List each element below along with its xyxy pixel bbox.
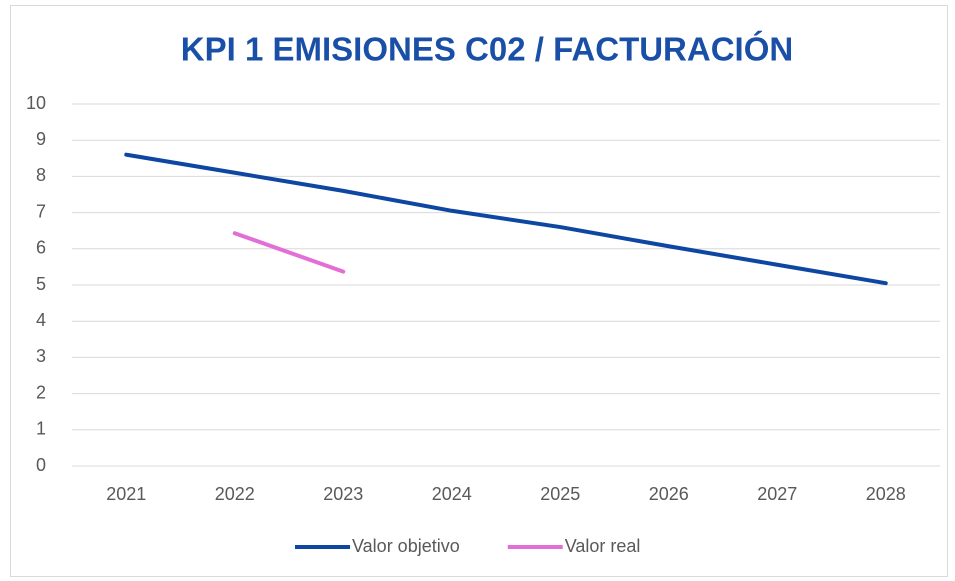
x-tick-label: 2021 <box>106 484 146 504</box>
series-line <box>124 152 888 286</box>
x-tick-label: 2025 <box>540 484 580 504</box>
y-tick-label: 6 <box>36 238 46 258</box>
y-tick-label: 7 <box>36 201 46 221</box>
y-tick-label: 4 <box>36 310 46 330</box>
x-tick-label: 2023 <box>323 484 363 504</box>
x-tick-label: 2024 <box>432 484 472 504</box>
y-tick-label: 2 <box>36 382 46 402</box>
x-tick-label: 2028 <box>866 484 906 504</box>
legend-label: Valor real <box>565 536 641 556</box>
y-tick-label: 8 <box>36 165 46 185</box>
y-tick-label: 3 <box>36 346 46 366</box>
y-tick-label: 0 <box>36 455 46 475</box>
legend-label: Valor objetivo <box>352 536 460 556</box>
y-tick-label: 1 <box>36 419 46 439</box>
series-line <box>232 231 346 274</box>
y-tick-label: 10 <box>26 93 46 113</box>
y-tick-label: 5 <box>36 274 46 294</box>
y-tick-label: 9 <box>36 129 46 149</box>
chart-border <box>10 5 948 577</box>
x-tick-label: 2026 <box>649 484 689 504</box>
x-tick-label: 2027 <box>757 484 797 504</box>
x-tick-label: 2022 <box>215 484 255 504</box>
chart-title: KPI 1 EMISIONES C02 / FACTURACIÓN <box>181 31 793 68</box>
